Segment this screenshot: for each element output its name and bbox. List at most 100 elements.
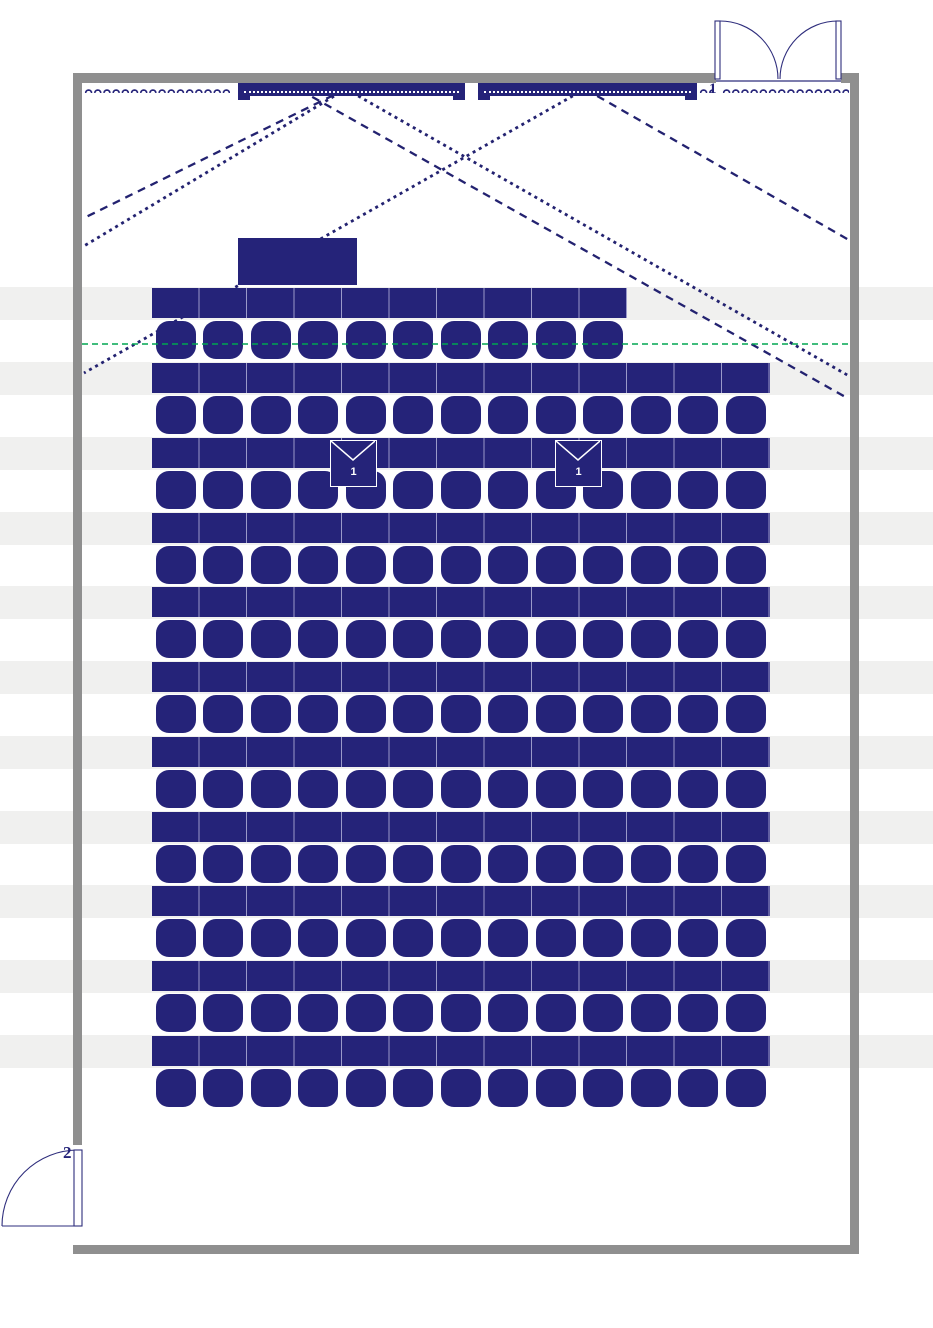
chair[interactable]: [678, 396, 718, 434]
chair[interactable]: [725, 471, 766, 509]
chair[interactable]: [440, 471, 481, 509]
chair[interactable]: [535, 695, 576, 733]
chair[interactable]: [393, 321, 433, 359]
chair[interactable]: [725, 620, 766, 658]
chair[interactable]: [535, 321, 576, 359]
chair[interactable]: [393, 396, 433, 434]
table-row-9[interactable]: [152, 886, 770, 916]
chair[interactable]: [440, 919, 481, 957]
chair[interactable]: [678, 845, 718, 883]
chair[interactable]: [393, 695, 433, 733]
chair[interactable]: [488, 919, 528, 957]
chair[interactable]: [250, 770, 291, 808]
chair[interactable]: [630, 471, 671, 509]
chair[interactable]: [440, 620, 481, 658]
chair[interactable]: [583, 396, 623, 434]
chair[interactable]: [250, 1069, 291, 1107]
chair[interactable]: [155, 695, 196, 733]
whiteboard-screen-1[interactable]: [238, 83, 465, 100]
chair[interactable]: [393, 471, 433, 509]
chair[interactable]: [345, 321, 386, 359]
chair[interactable]: [298, 919, 338, 957]
chair[interactable]: [345, 546, 386, 584]
chair[interactable]: [298, 546, 338, 584]
chair[interactable]: [298, 1069, 338, 1107]
chair[interactable]: [298, 695, 338, 733]
chair[interactable]: [345, 994, 386, 1032]
chair[interactable]: [203, 321, 243, 359]
chair[interactable]: [298, 396, 338, 434]
chair[interactable]: [583, 994, 623, 1032]
chair[interactable]: [203, 845, 243, 883]
chair[interactable]: [535, 919, 576, 957]
chair[interactable]: [393, 620, 433, 658]
chair[interactable]: [155, 770, 196, 808]
chair[interactable]: [440, 321, 481, 359]
chair[interactable]: [725, 1069, 766, 1107]
chair[interactable]: [345, 1069, 386, 1107]
chair[interactable]: [583, 770, 623, 808]
chair[interactable]: [488, 620, 528, 658]
chair[interactable]: [203, 695, 243, 733]
chair[interactable]: [630, 994, 671, 1032]
chair[interactable]: [725, 994, 766, 1032]
chair[interactable]: [678, 695, 718, 733]
chair[interactable]: [440, 845, 481, 883]
table-row-2[interactable]: [152, 363, 770, 393]
chair[interactable]: [203, 620, 243, 658]
chair[interactable]: [535, 994, 576, 1032]
chair[interactable]: [535, 770, 576, 808]
chair[interactable]: [440, 1069, 481, 1107]
chair[interactable]: [440, 396, 481, 434]
chair[interactable]: [488, 396, 528, 434]
chair[interactable]: [250, 546, 291, 584]
numbered-marker-1[interactable]: 1: [330, 440, 377, 487]
chair[interactable]: [250, 471, 291, 509]
chair[interactable]: [440, 994, 481, 1032]
chair[interactable]: [298, 994, 338, 1032]
chair[interactable]: [583, 919, 623, 957]
chair[interactable]: [203, 770, 243, 808]
chair[interactable]: [583, 845, 623, 883]
chair[interactable]: [440, 695, 481, 733]
chair[interactable]: [393, 919, 433, 957]
chair[interactable]: [393, 546, 433, 584]
chair[interactable]: [630, 546, 671, 584]
chair[interactable]: [725, 396, 766, 434]
chair[interactable]: [203, 994, 243, 1032]
chair[interactable]: [250, 620, 291, 658]
chair[interactable]: [630, 770, 671, 808]
chair[interactable]: [155, 546, 196, 584]
chair[interactable]: [630, 1069, 671, 1107]
chair[interactable]: [155, 321, 196, 359]
chair[interactable]: [488, 695, 528, 733]
chair[interactable]: [725, 919, 766, 957]
chair[interactable]: [250, 994, 291, 1032]
chair[interactable]: [488, 994, 528, 1032]
table-row-8[interactable]: [152, 812, 770, 842]
chair[interactable]: [583, 321, 623, 359]
chair[interactable]: [203, 471, 243, 509]
chair[interactable]: [678, 471, 718, 509]
chair[interactable]: [298, 845, 338, 883]
chair[interactable]: [583, 1069, 623, 1107]
whiteboard-screen-2[interactable]: [478, 83, 697, 100]
chair[interactable]: [203, 546, 243, 584]
chair[interactable]: [250, 695, 291, 733]
chair[interactable]: [440, 546, 481, 584]
chair[interactable]: [440, 770, 481, 808]
chair[interactable]: [583, 695, 623, 733]
chair[interactable]: [678, 919, 718, 957]
chair[interactable]: [535, 845, 576, 883]
chair[interactable]: [678, 546, 718, 584]
chair[interactable]: [630, 396, 671, 434]
chair[interactable]: [155, 1069, 196, 1107]
chair[interactable]: [155, 919, 196, 957]
chair[interactable]: [488, 321, 528, 359]
numbered-marker-2[interactable]: 1: [555, 440, 602, 487]
chair[interactable]: [250, 919, 291, 957]
chair[interactable]: [488, 845, 528, 883]
chair[interactable]: [535, 546, 576, 584]
chair[interactable]: [630, 695, 671, 733]
chair[interactable]: [203, 396, 243, 434]
